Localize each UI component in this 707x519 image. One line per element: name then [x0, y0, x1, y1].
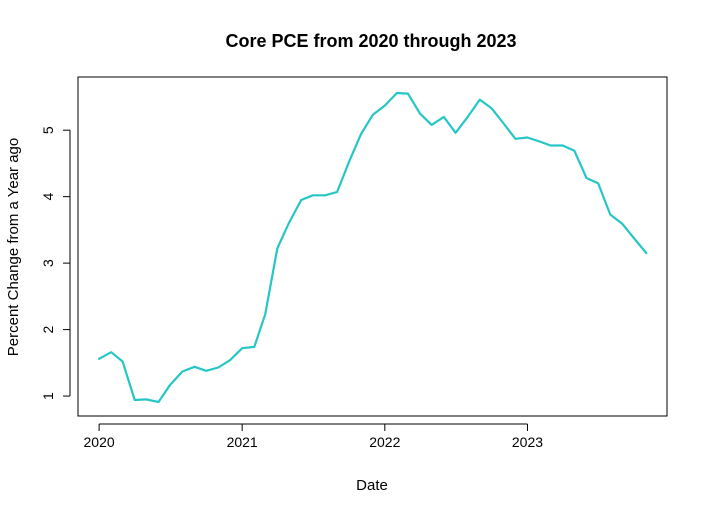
- x-axis: 2020 2021 2022 2023: [84, 423, 543, 450]
- plot-area-border: [77, 76, 668, 417]
- y-tick-label: 4: [40, 193, 56, 201]
- x-tick-label: 2021: [227, 434, 258, 450]
- chart-title: Core PCE from 2020 through 2023: [225, 31, 516, 51]
- x-tick-label: 2020: [84, 434, 115, 450]
- y-axis-label: Percent Change from a Year ago: [5, 138, 22, 356]
- y-axis: 1 2 3 4 5: [40, 126, 71, 400]
- series-layer: [97, 91, 648, 404]
- core-pce-series-line: [97, 91, 648, 404]
- y-tick-label: 5: [40, 126, 56, 134]
- y-tick-label: 3: [40, 259, 56, 267]
- y-tick-label: 1: [40, 392, 56, 400]
- x-axis-label: Date: [356, 477, 388, 494]
- y-tick-label: 2: [40, 325, 56, 333]
- x-tick-label: 2023: [512, 434, 543, 450]
- x-tick-label: 2022: [369, 434, 400, 450]
